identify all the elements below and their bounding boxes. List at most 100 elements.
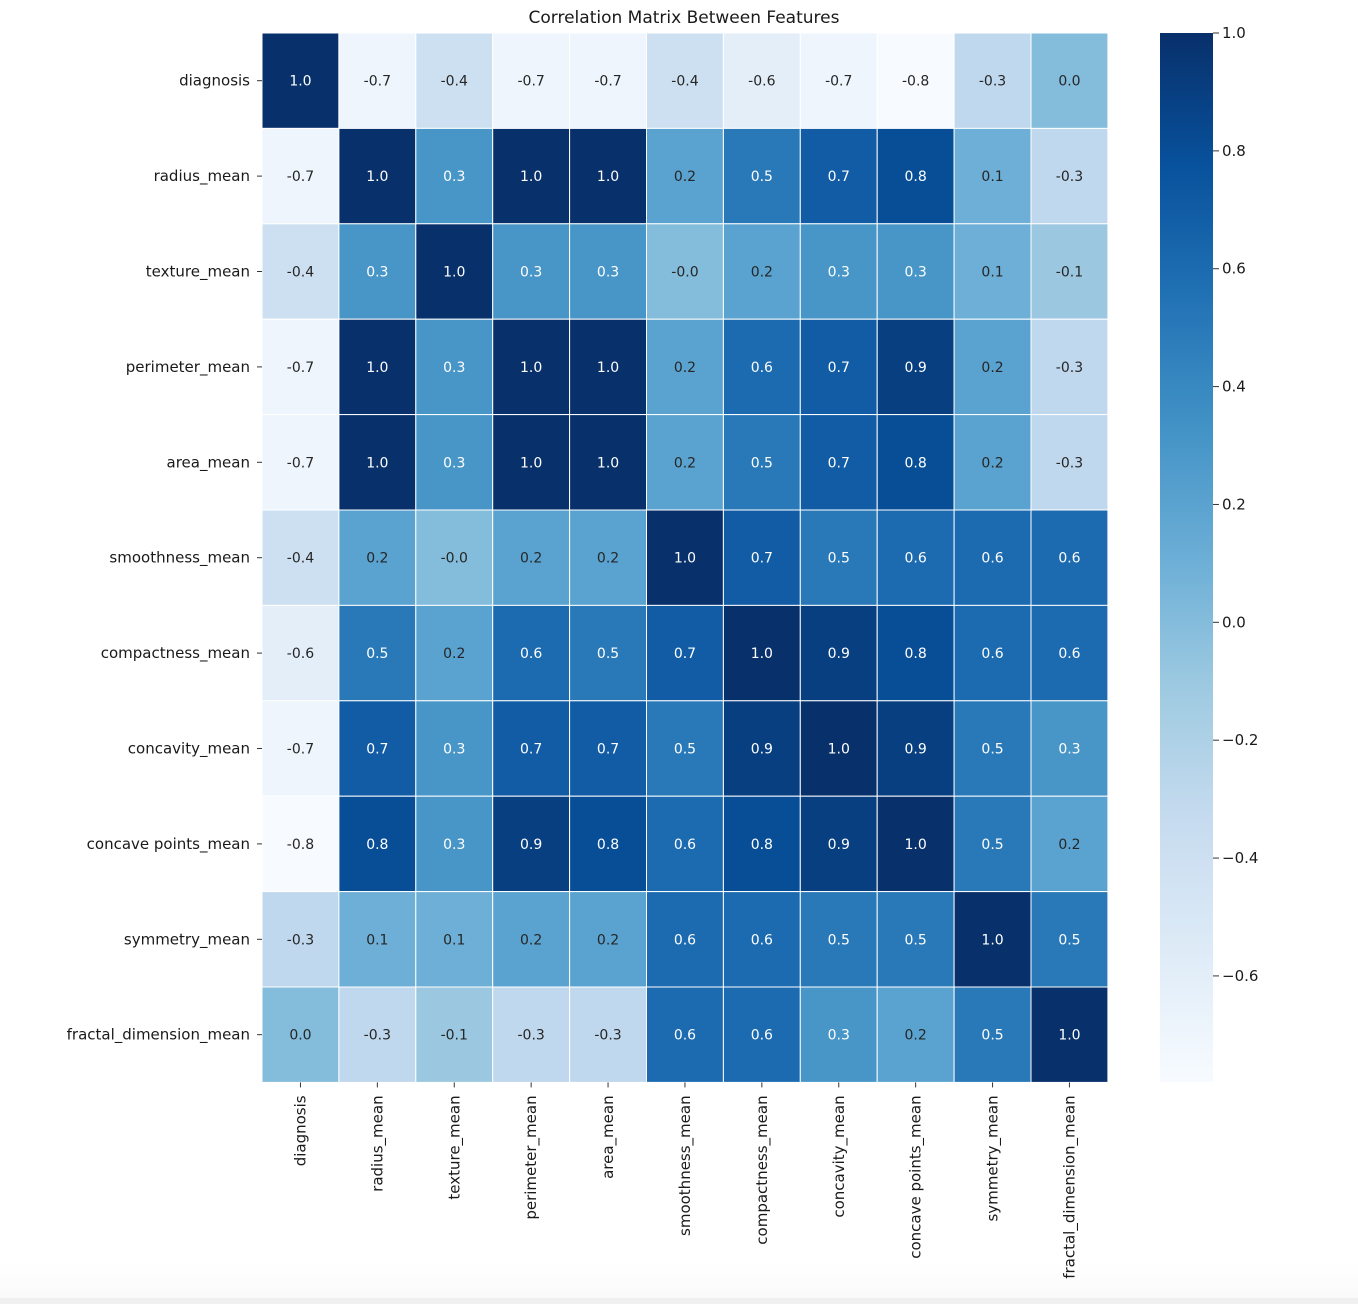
cell-value-label: -0.4 [671, 74, 698, 90]
cell-value-label: 0.3 [828, 265, 850, 281]
cell-value-label: -0.4 [287, 265, 314, 281]
cell-value-label: -0.7 [517, 74, 544, 90]
cell-value-label: 0.1 [981, 169, 1003, 185]
cell-value-label: 0.3 [366, 265, 388, 281]
y-tick-label: symmetry_mean [124, 930, 250, 949]
heatmap-cell [1030, 127, 1109, 225]
heatmap-cell [492, 795, 571, 893]
x-tick-label: texture_mean [445, 1095, 464, 1199]
cell-value-label: 0.5 [905, 932, 927, 948]
y-tick-label: smoothness_mean [109, 549, 250, 568]
cell-value-label: 0.5 [366, 646, 388, 662]
heatmap-cell [415, 604, 494, 702]
colorbar-gradient [1160, 33, 1213, 1082]
heatmap-cell [261, 986, 340, 1083]
cell-value-label: 0.2 [674, 455, 696, 471]
heatmap-cell [492, 700, 571, 797]
heatmap-cell [569, 318, 647, 416]
x-tick-label: fractal_dimension_mean [1060, 1095, 1079, 1278]
heatmap-cell [953, 414, 1032, 511]
cell-value-label: 0.3 [443, 455, 465, 471]
heatmap-cell [722, 127, 801, 225]
heatmap-cell [876, 414, 955, 511]
cell-value-label: 1.0 [366, 169, 388, 185]
heatmap-cell [1030, 700, 1109, 797]
cell-value-label: 1.0 [520, 169, 542, 185]
y-tick-label: fractal_dimension_mean [67, 1026, 250, 1045]
heatmap-cell [338, 891, 417, 988]
heatmap-cell [261, 127, 340, 225]
cell-value-label: -0.6 [748, 74, 775, 90]
colorbar-tick-label: 0.6 [1222, 260, 1246, 278]
cell-value-label: 0.7 [828, 360, 850, 376]
heatmap-cell [338, 795, 417, 893]
heatmap-cell [876, 318, 955, 416]
cell-value-label: 0.8 [366, 837, 388, 853]
cell-value-label: 0.6 [520, 646, 542, 662]
heatmap-cell [1030, 318, 1109, 416]
cell-value-label: -0.0 [441, 551, 468, 567]
heatmap-cell [569, 604, 647, 702]
cell-value-label: 0.6 [674, 1028, 696, 1044]
heatmap-cell [646, 318, 724, 416]
heatmap-cell [569, 700, 647, 797]
heatmap-cell [261, 604, 340, 702]
cell-value-label: 1.0 [674, 551, 696, 567]
heatmap-cell [338, 604, 417, 702]
cell-value-label: -0.7 [594, 74, 621, 90]
colorbar-tick-label: −0.2 [1222, 731, 1258, 749]
cell-value-label: 1.0 [520, 455, 542, 471]
heatmap-cell [415, 891, 494, 988]
cell-value-label: 0.2 [597, 551, 619, 567]
heatmap-cell [876, 604, 955, 702]
heatmap-cell [338, 700, 417, 797]
cell-value-label: 0.5 [751, 169, 773, 185]
colorbar-tick-label: 0.4 [1222, 378, 1246, 396]
cell-value-label: 0.8 [905, 169, 927, 185]
heatmap-cell [569, 795, 647, 893]
cell-value-label: 1.0 [520, 360, 542, 376]
heatmap-cell [953, 318, 1032, 416]
heatmap-cell [646, 223, 724, 320]
heatmap-cell [722, 318, 801, 416]
heatmap-cell [722, 509, 801, 606]
colorbar-ticks: 1.0 0.8 0.6 0.4 0.2 0.0 −0.2 −0.4 −0.6 [1213, 24, 1258, 985]
cell-value-label: -0.3 [517, 1028, 544, 1044]
cell-value-label: 0.9 [828, 646, 850, 662]
cell-value-label: 0.1 [981, 265, 1003, 281]
y-tick-label: compactness_mean [101, 644, 250, 663]
x-tick-label: perimeter_mean [522, 1095, 541, 1219]
x-tick-label: concave points_mean [907, 1095, 926, 1258]
cell-value-label: -0.3 [979, 74, 1006, 90]
heatmap-cell [646, 32, 724, 129]
page-bottom-fade [0, 1262, 1358, 1298]
cell-value-label: 1.0 [1058, 1028, 1080, 1044]
cell-value-label: 0.7 [828, 169, 850, 185]
heatmap-cell [492, 318, 571, 416]
cell-value-label: -0.3 [594, 1028, 621, 1044]
heatmap-cell [415, 795, 494, 893]
x-tick-label: symmetry_mean [984, 1095, 1003, 1221]
cell-value-label: 0.7 [674, 646, 696, 662]
colorbar-tick-label: 1.0 [1222, 24, 1246, 42]
heatmap-cell [799, 509, 878, 606]
cell-value-label: 0.5 [674, 742, 696, 758]
heatmap-cell [569, 32, 647, 129]
x-tick-label: smoothness_mean [676, 1095, 695, 1236]
heatmap-cell [646, 700, 724, 797]
colorbar-tick-label: −0.4 [1222, 849, 1258, 867]
cell-value-label: 0.9 [905, 360, 927, 376]
heatmap-cell [799, 986, 878, 1083]
cell-value-label: -0.8 [287, 837, 314, 853]
cell-value-label: 0.2 [674, 169, 696, 185]
cell-value-label: 0.3 [443, 169, 465, 185]
colorbar-tick-label: −0.6 [1222, 967, 1258, 985]
heatmap-cell [646, 795, 724, 893]
heatmap-cell [646, 891, 724, 988]
heatmap-cell [953, 509, 1032, 606]
heatmap-cell [646, 604, 724, 702]
page-bottom-scrollbar-area [0, 1298, 1358, 1304]
cell-value-label: 0.7 [597, 742, 619, 758]
cell-value-label: 0.7 [366, 742, 388, 758]
